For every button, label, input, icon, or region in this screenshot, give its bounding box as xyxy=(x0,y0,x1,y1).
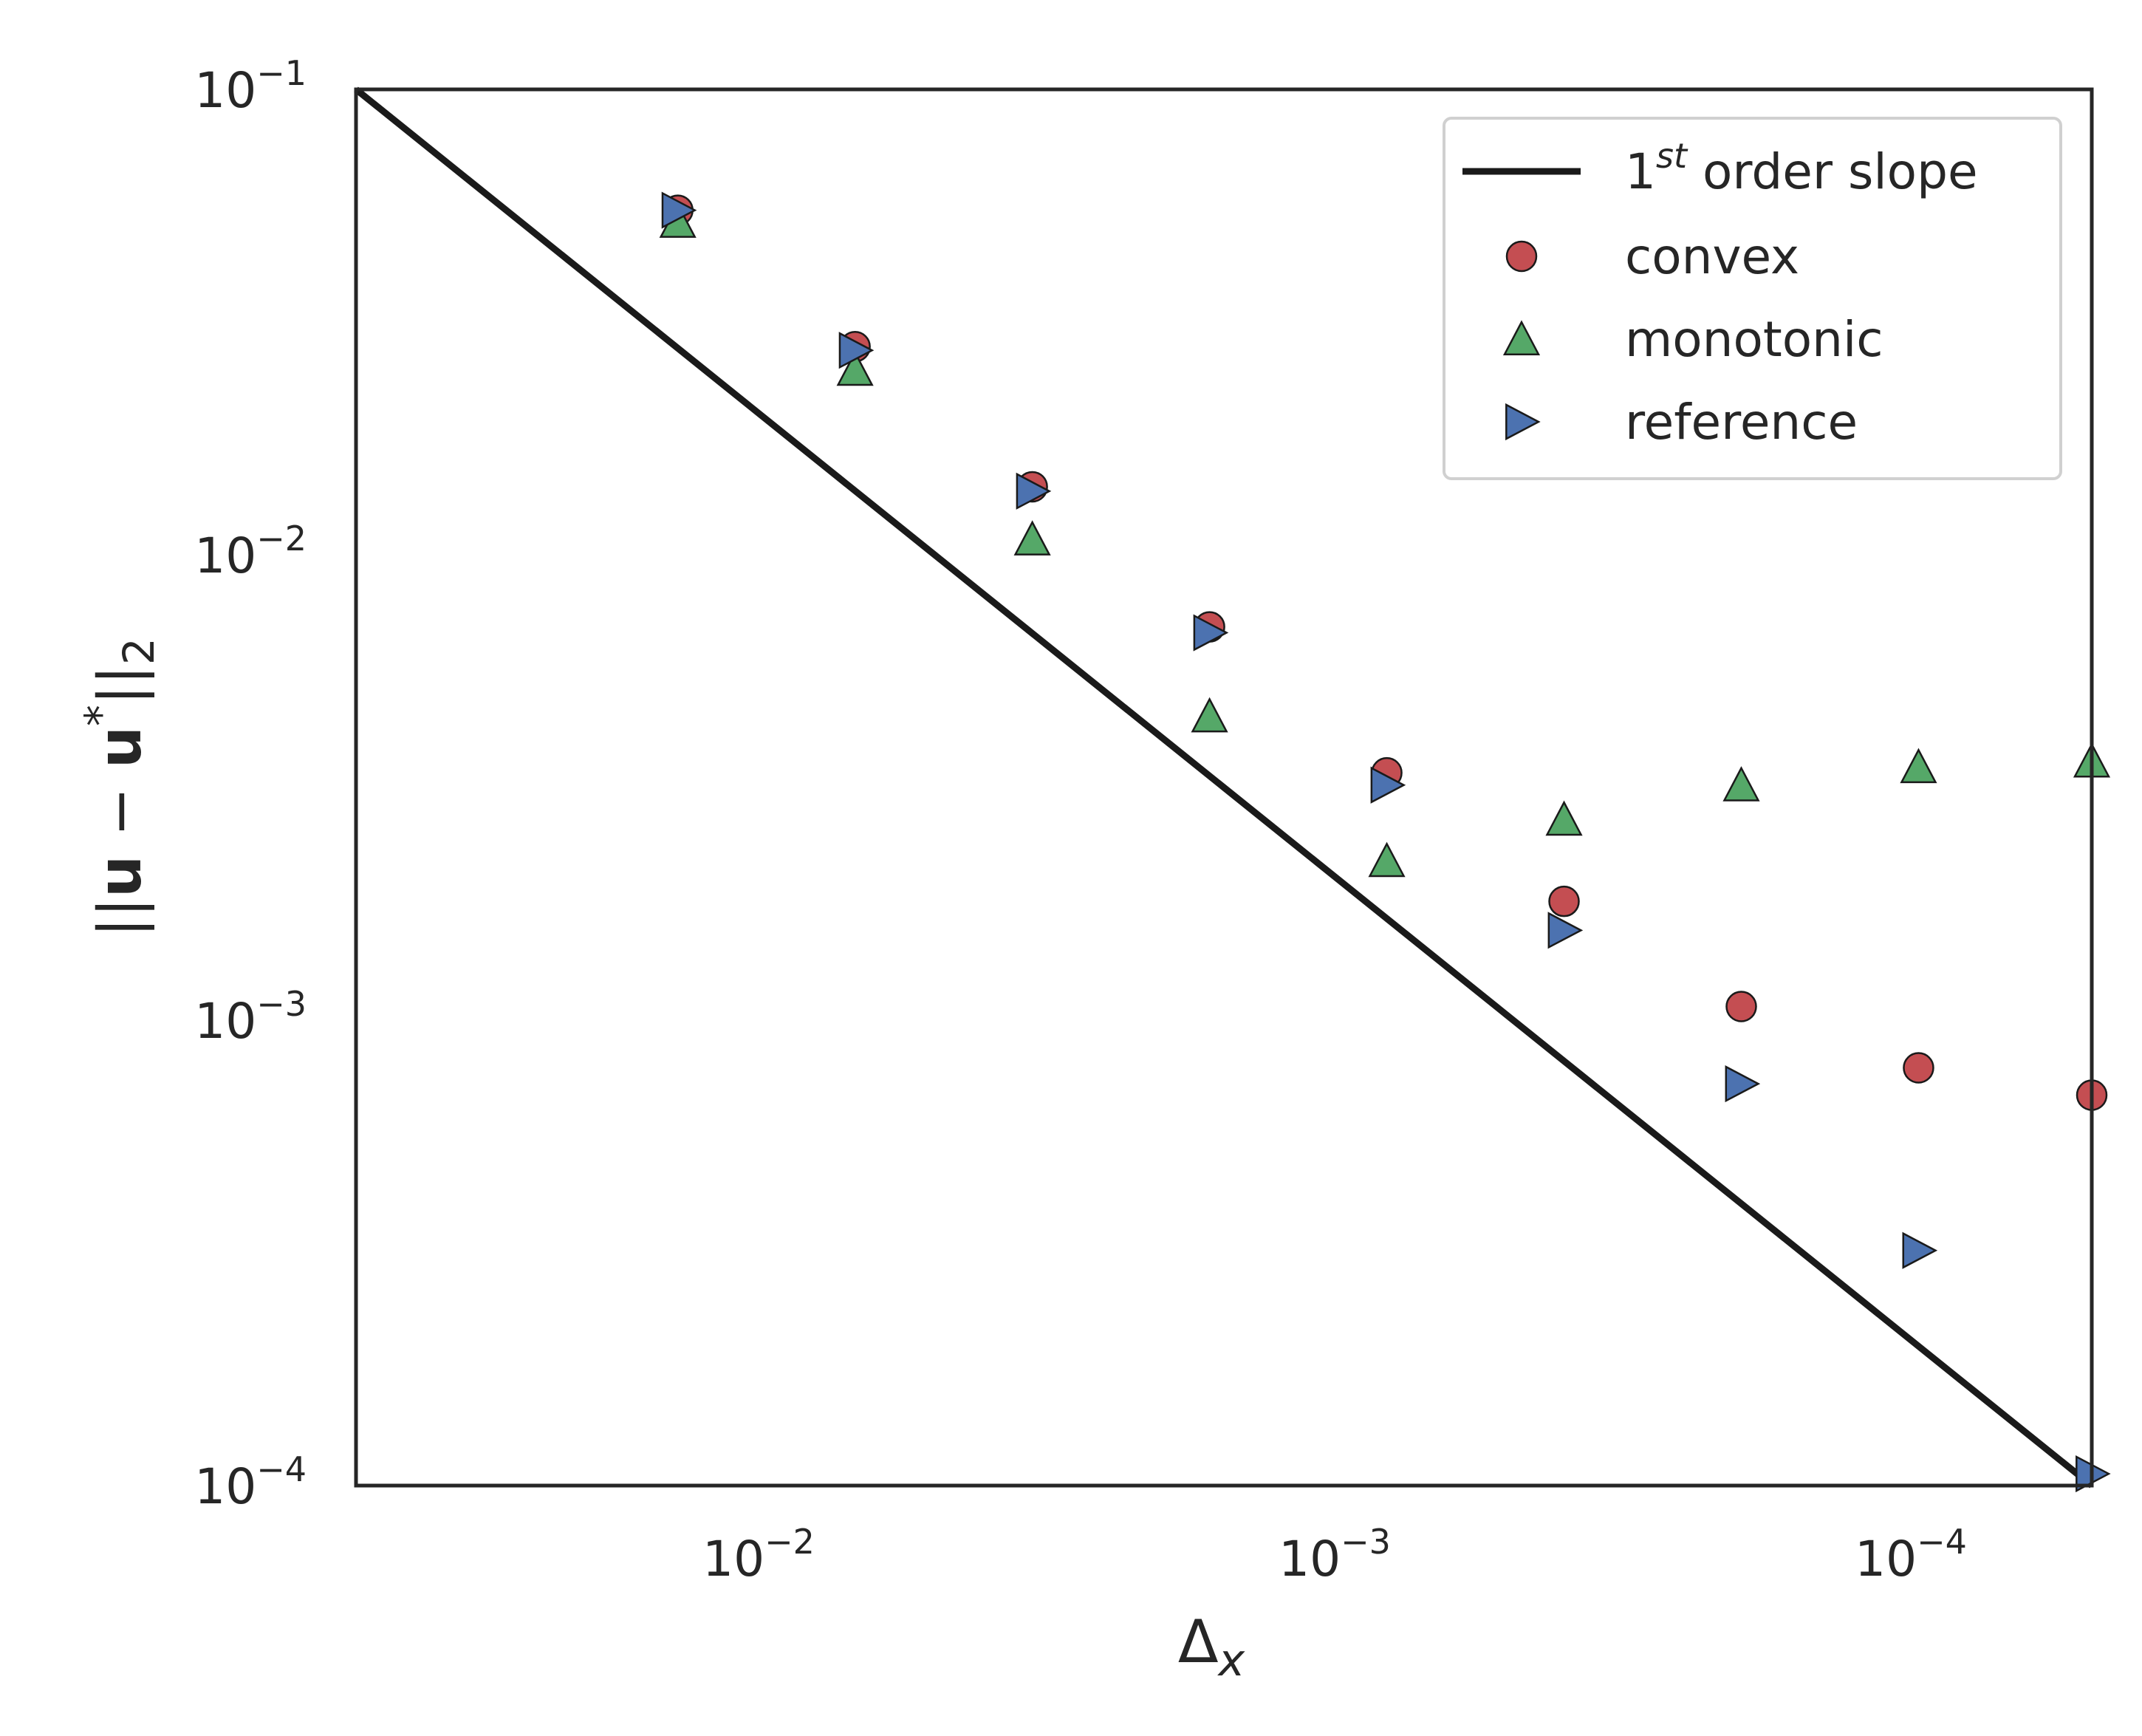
reference-point xyxy=(1902,1231,1938,1269)
legend-frame xyxy=(1443,117,2062,480)
plot-frame xyxy=(354,87,2094,1488)
legend-label-convex: convex xyxy=(1625,228,1799,285)
legend-handle-reference xyxy=(1505,403,1541,441)
monotonic-point xyxy=(1368,841,1406,878)
reference-point xyxy=(838,332,875,369)
monotonic-point xyxy=(1191,697,1228,733)
data-markers xyxy=(659,191,2111,1493)
reference-point xyxy=(1725,1065,1761,1103)
reference-point xyxy=(1193,614,1229,652)
monotonic-point xyxy=(1722,766,1760,802)
monotonic-point xyxy=(836,350,874,386)
slope-line xyxy=(354,86,2094,1489)
legend: 1st order slope convex monotonic referen… xyxy=(1443,117,2062,480)
monotonic-point xyxy=(1545,800,1583,836)
legend-handle-monotonic xyxy=(1502,320,1541,355)
reference-point xyxy=(1370,766,1406,804)
y-tick-label: 10−2 xyxy=(194,519,307,584)
y-tick-label: 10−4 xyxy=(194,1449,307,1515)
x-tick-label: 10−3 xyxy=(1279,1522,1391,1588)
legend-handles xyxy=(1462,168,1581,441)
monotonic-point xyxy=(1900,748,1937,784)
legend-label-monotonic: monotonic xyxy=(1625,311,1883,368)
x-tick-label: 10−2 xyxy=(702,1522,815,1588)
x-tick-label: 10−4 xyxy=(1855,1522,1967,1588)
reference-point xyxy=(661,191,697,229)
y-tick-label: 10−3 xyxy=(194,984,307,1050)
legend-label-slope: 1st order slope xyxy=(1625,136,1978,200)
y-tick-label: 10−1 xyxy=(194,53,307,119)
monotonic-point xyxy=(1013,520,1051,556)
convex-point xyxy=(1903,1052,1934,1084)
legend-label-reference: reference xyxy=(1625,394,1858,451)
y-axis-label: ||u − u*||2 xyxy=(75,638,164,937)
reference-point xyxy=(1547,912,1584,949)
x-axis-label: Δx xyxy=(1178,1607,1245,1687)
convex-point xyxy=(1725,991,1757,1022)
legend-handle-convex xyxy=(1505,240,1538,273)
reference-point xyxy=(1016,472,1052,510)
convex-point xyxy=(1548,885,1580,917)
